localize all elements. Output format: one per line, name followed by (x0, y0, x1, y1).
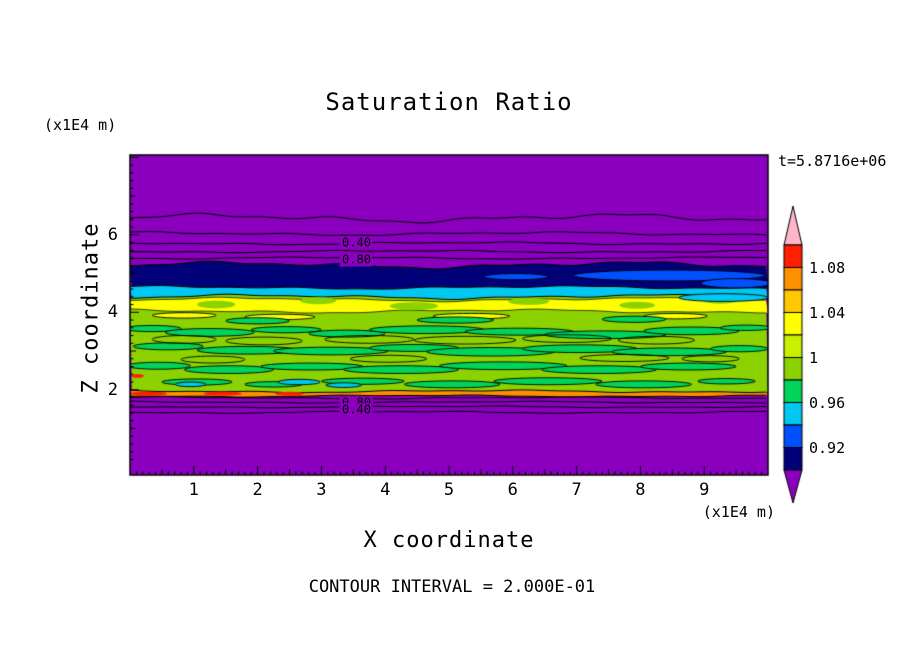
contour-plot-canvas (0, 0, 904, 654)
contour-figure: Saturation Ratio (x1E4 m) t=5.8716e+06 Z… (0, 0, 904, 654)
